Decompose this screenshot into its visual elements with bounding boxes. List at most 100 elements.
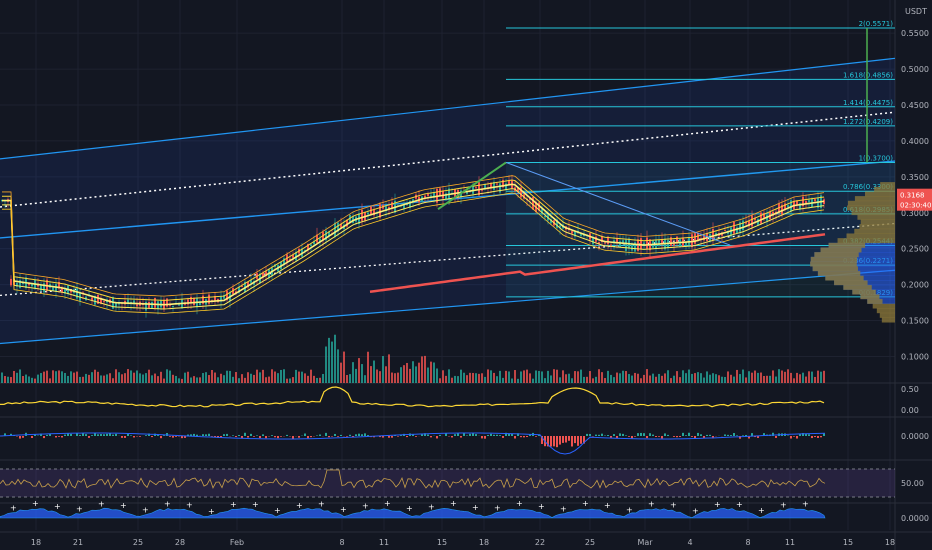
- volume-bar: [250, 373, 252, 383]
- time-tick: 8: [339, 538, 344, 547]
- volatility-line: [0, 386, 825, 408]
- candle-body: [529, 197, 531, 200]
- macd-bar: [598, 434, 600, 436]
- macd-bar: [658, 436, 660, 437]
- volume-bar: [79, 376, 81, 383]
- channel-mid-line: [0, 160, 896, 239]
- volume-bar: [721, 376, 723, 383]
- candle-body: [373, 210, 375, 216]
- cross-marker: +: [472, 503, 479, 512]
- candle-body: [658, 239, 660, 246]
- volume-bar: [742, 369, 744, 383]
- volume-profile-bar: [851, 210, 895, 216]
- volume-bar: [172, 374, 174, 383]
- macd-bar: [775, 436, 777, 438]
- volume-bar: [280, 369, 282, 383]
- macd-bar: [538, 434, 540, 436]
- macd-bar: [799, 433, 801, 436]
- volume-bar: [319, 377, 321, 383]
- volume-bar: [121, 374, 123, 383]
- volume-bar: [289, 378, 291, 383]
- cross-marker: +: [54, 502, 61, 511]
- macd-bar: [181, 436, 183, 439]
- volume-bar: [463, 372, 465, 383]
- candle-body: [517, 187, 519, 193]
- volume-bar: [157, 376, 159, 383]
- volume-bars: [1, 334, 825, 383]
- candle-body: [190, 296, 192, 303]
- candle-body: [214, 296, 216, 302]
- volume-bar: [811, 371, 813, 383]
- candle-body: [178, 304, 180, 306]
- candle-body: [748, 221, 750, 227]
- time-tick: 25: [133, 538, 143, 547]
- macd-bar: [613, 434, 615, 436]
- candle-body: [313, 241, 315, 245]
- volume-bar: [787, 369, 789, 383]
- macd-bar: [439, 434, 441, 436]
- macd-bar: [805, 433, 807, 436]
- volume-bar: [346, 375, 348, 383]
- macd-bar: [139, 436, 141, 437]
- macd-bar: [511, 433, 513, 436]
- candle-body: [349, 214, 351, 223]
- macd-bar: [244, 432, 246, 436]
- macd-bar: [412, 434, 414, 436]
- volume-bar: [493, 372, 495, 383]
- volume-bar: [565, 374, 567, 383]
- macd-bar: [508, 433, 510, 436]
- macd-bar: [130, 435, 132, 436]
- volume-bar: [154, 373, 156, 383]
- volume-bar: [223, 375, 225, 383]
- candle-body: [619, 241, 621, 248]
- last-price-tag: [897, 188, 932, 211]
- volume-bar: [553, 369, 555, 383]
- volume-bar: [25, 374, 27, 383]
- macd-bar: [661, 436, 663, 439]
- volume-bar: [637, 373, 639, 383]
- candle-body: [322, 232, 324, 241]
- volume-bar: [778, 369, 780, 383]
- candle-body: [100, 298, 102, 304]
- ma-line: [2, 188, 825, 310]
- macd-bar: [580, 436, 582, 444]
- volume-bar: [748, 371, 750, 383]
- macd-bar: [445, 433, 447, 436]
- volume-profile-bar: [814, 252, 859, 258]
- volume-bar: [67, 375, 69, 383]
- volume-bar: [595, 376, 597, 383]
- volatility-tick: 0.00: [901, 406, 919, 415]
- volume-bar: [262, 369, 264, 383]
- candle-body: [28, 283, 30, 286]
- ma-line: [2, 183, 825, 306]
- candle-body: [250, 280, 252, 283]
- volume-bar: [379, 371, 381, 383]
- volume-bar: [649, 375, 651, 383]
- volume-bar: [193, 376, 195, 383]
- volume-bar: [502, 377, 504, 383]
- candle-body: [799, 203, 801, 210]
- macd-bar: [541, 436, 543, 444]
- volume-bar: [175, 375, 177, 383]
- ma-200-line: [369, 233, 826, 294]
- macd-bar: [280, 436, 282, 437]
- volume-bar: [760, 372, 762, 383]
- macd-bar: [472, 433, 474, 436]
- macd-bar: [235, 436, 237, 438]
- candle-body: [202, 295, 204, 304]
- macd-bar: [121, 436, 123, 438]
- candle-body: [427, 194, 429, 196]
- candle-body: [187, 299, 189, 305]
- macd-bar: [298, 436, 300, 438]
- volume-bar: [205, 372, 207, 383]
- macd-bar: [739, 436, 741, 439]
- candle-body: [466, 192, 468, 194]
- volume-bar: [214, 372, 216, 383]
- volume-bar: [37, 374, 39, 383]
- candle-body: [127, 299, 129, 304]
- candle-body: [289, 258, 291, 260]
- candle-body: [148, 301, 150, 308]
- macd-bar: [820, 436, 822, 438]
